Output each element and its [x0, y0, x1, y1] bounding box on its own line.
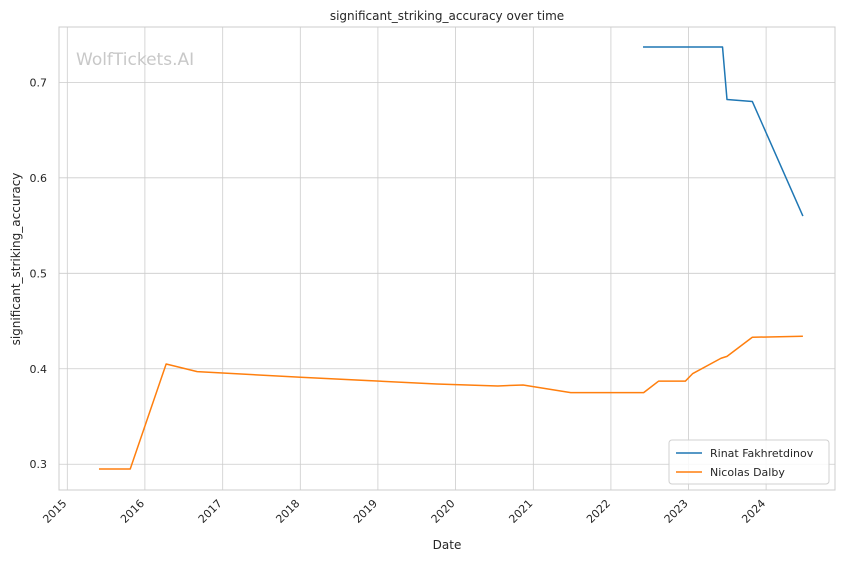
x-tick-label-2016: 2016 — [118, 497, 147, 526]
legend: Rinat Fakhretdinov Nicolas Dalby — [668, 439, 830, 485]
watermark: WolfTickets.AI — [76, 50, 194, 70]
y-axis-ticks: 0.3 0.4 0.5 0.6 0.7 — [30, 76, 48, 471]
y-tick-label-0.4: 0.4 — [30, 363, 48, 376]
chart-title: significant_striking_accuracy over time — [330, 9, 564, 23]
legend-entry-rinat-fakhretdinov: Rinat Fakhretdinov — [710, 447, 814, 460]
series-line-nicolas-dalby — [98, 335, 803, 470]
x-axis-label: Date — [433, 538, 462, 552]
y-tick-label-0.3: 0.3 — [30, 458, 48, 471]
x-tick-label-2020: 2020 — [429, 497, 458, 526]
legend-entry-nicolas-dalby: Nicolas Dalby — [710, 466, 785, 479]
x-tick-label-2017: 2017 — [196, 497, 225, 526]
y-tick-label-0.7: 0.7 — [30, 76, 48, 89]
grid — [59, 27, 835, 490]
x-tick-label-2022: 2022 — [584, 497, 613, 526]
x-tick-label-2019: 2019 — [351, 497, 380, 526]
series-group — [98, 46, 804, 470]
x-tick-label-2015: 2015 — [40, 497, 69, 526]
y-tick-label-0.6: 0.6 — [30, 172, 48, 185]
series-line-rinat-fakhretdinov — [643, 46, 804, 217]
x-tick-label-2018: 2018 — [273, 497, 302, 526]
legend-box — [668, 439, 830, 485]
y-axis-label: significant_striking_accuracy — [9, 173, 23, 346]
x-tick-label-2023: 2023 — [662, 497, 691, 526]
x-tick-label-2021: 2021 — [506, 497, 535, 526]
y-tick-label-0.5: 0.5 — [30, 267, 48, 280]
x-tick-label-2024: 2024 — [739, 497, 768, 526]
x-axis-ticks: 2015 2016 2017 2018 2019 2020 2021 2022 2023 2024 — [40, 497, 768, 526]
plot-frame — [58, 26, 836, 491]
